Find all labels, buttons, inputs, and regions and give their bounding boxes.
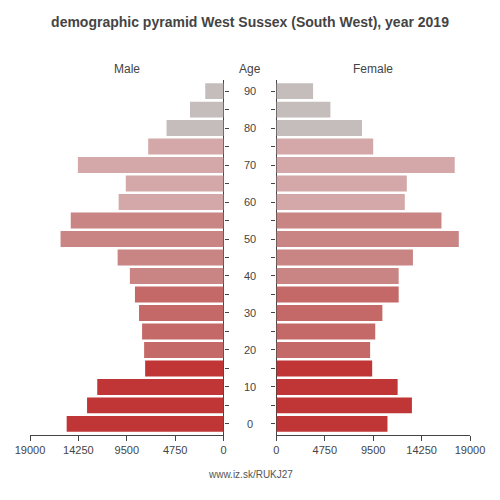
svg-text:Age: Age: [239, 62, 261, 76]
svg-text:0: 0: [221, 444, 227, 456]
svg-text:60: 60: [244, 196, 256, 208]
svg-text:9500: 9500: [115, 444, 139, 456]
svg-text:9500: 9500: [361, 444, 385, 456]
svg-text:19000: 19000: [15, 444, 46, 456]
svg-text:4750: 4750: [313, 444, 337, 456]
svg-text:0: 0: [247, 418, 253, 430]
svg-text:70: 70: [244, 159, 256, 171]
svg-text:Female: Female: [353, 62, 393, 76]
svg-text:Male: Male: [114, 62, 140, 76]
svg-text:4750: 4750: [163, 444, 187, 456]
svg-text:10: 10: [244, 381, 256, 393]
svg-text:demographic pyramid West Susse: demographic pyramid West Sussex (South W…: [51, 14, 449, 30]
svg-text:30: 30: [244, 307, 256, 319]
svg-text:www.iz.sk/RUKJ27: www.iz.sk/RUKJ27: [208, 469, 293, 480]
svg-text:80: 80: [244, 122, 256, 134]
svg-text:90: 90: [244, 85, 256, 97]
svg-text:50: 50: [244, 233, 256, 245]
svg-text:0: 0: [273, 444, 279, 456]
svg-text:14250: 14250: [406, 444, 437, 456]
svg-text:40: 40: [244, 270, 256, 282]
svg-text:20: 20: [244, 344, 256, 356]
svg-text:19000: 19000: [455, 444, 486, 456]
svg-text:14250: 14250: [63, 444, 94, 456]
